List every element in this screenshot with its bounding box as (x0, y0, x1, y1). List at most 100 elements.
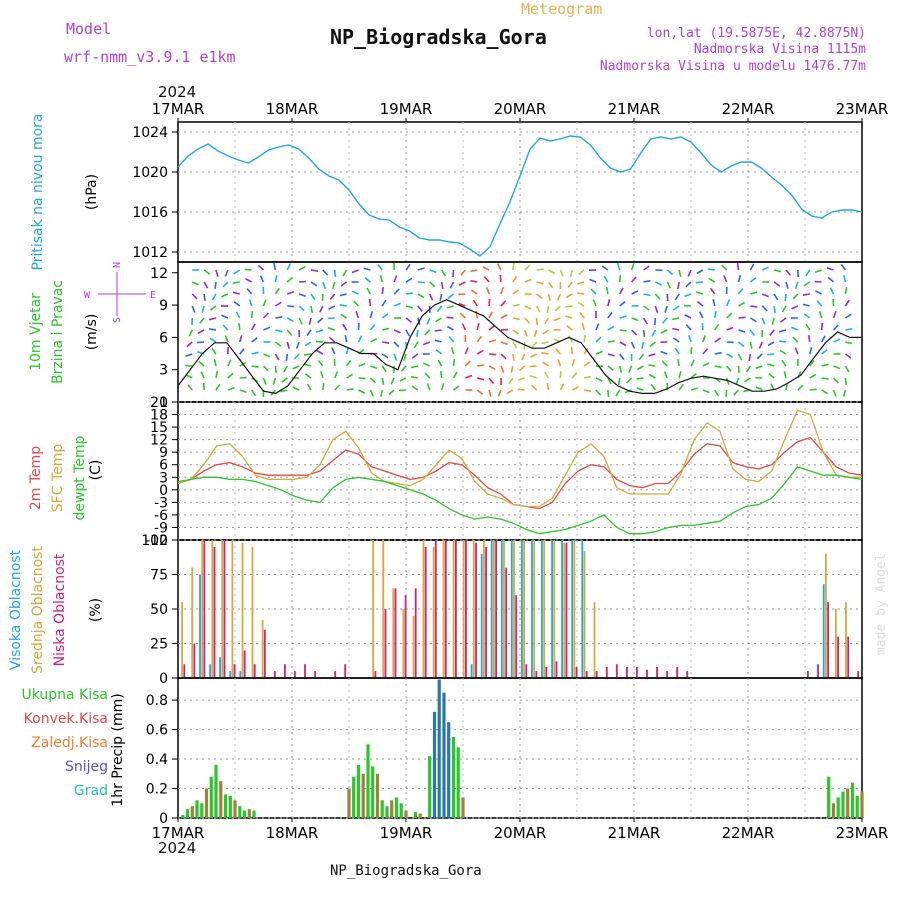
wind-arrow (512, 341, 518, 349)
wind-arrow (211, 293, 217, 301)
wind-arrow (664, 305, 669, 313)
wind-arrow (199, 317, 205, 324)
wind-arrow (488, 365, 496, 371)
wind-arrow (403, 353, 407, 361)
wind-arrow (767, 353, 775, 356)
wind-arrow (641, 341, 645, 349)
wind-arrow (364, 277, 371, 283)
wind-arrow (631, 276, 637, 283)
wind-arrow (411, 385, 419, 391)
wind-arrow (298, 266, 306, 271)
wind-arrow (780, 317, 787, 323)
wind-arrow (388, 389, 395, 396)
temp-2m-label: 2m Temp (28, 446, 44, 510)
x-tick-label-bottom: 22MAR (722, 824, 775, 842)
wind-arrow (546, 382, 550, 391)
wind-arrow (792, 293, 799, 300)
wind-arrow (617, 377, 621, 386)
wind-arrow (512, 317, 520, 321)
wind-arrow (262, 377, 267, 385)
x-tick-label-top: 21MAR (608, 100, 661, 118)
wind-arrow (655, 281, 663, 286)
cloud-bar-2 (666, 671, 668, 678)
precip-ytick-label: 0.2 (146, 782, 168, 798)
wind-arrow (779, 349, 787, 355)
precip-legend-4: Grad (74, 783, 108, 799)
wind-arrow (821, 349, 828, 355)
wind-arrow (222, 324, 229, 331)
wind-arrow (737, 365, 740, 374)
wind-arrow (320, 371, 324, 379)
wind-arrow (232, 291, 240, 295)
wind-arrow (393, 341, 400, 348)
cloud-high-label: Visoka Oblacnost (8, 549, 24, 670)
wind-arrow (809, 360, 815, 367)
wind-arrow (239, 389, 247, 393)
compass-west: W (84, 290, 91, 301)
cloud-bar-2 (344, 664, 347, 678)
cloud-bar-2 (636, 667, 638, 678)
cloud-bar-1 (835, 609, 837, 678)
wind-arrow (738, 301, 745, 307)
x-tick-label-bottom: 19MAR (380, 824, 433, 842)
wind-arrow (533, 329, 538, 337)
wind-arrow (440, 383, 445, 391)
wind-arrow (382, 327, 390, 331)
wind-arrow (280, 389, 288, 393)
wind-arrow (607, 299, 611, 307)
wind-arrow (251, 365, 259, 368)
wind-arrow (708, 277, 716, 283)
cloud-bar-1 (493, 540, 495, 678)
wind-ytick-label: 3 (159, 363, 168, 379)
wind-arrow (556, 293, 562, 301)
cloud-bar-1 (583, 551, 586, 678)
cloud-bar-2 (434, 540, 437, 678)
cloud-bar-2 (686, 671, 689, 678)
wind-arrow (250, 323, 256, 331)
cloud-bar-2 (525, 664, 528, 678)
wind-arrow (672, 317, 680, 321)
wind-arrow (417, 305, 423, 312)
wind-arrow (690, 372, 697, 379)
wind-arrow (446, 316, 454, 319)
wind-arrow (654, 317, 657, 326)
wind-arrow (595, 389, 602, 396)
cloud-bar-0 (209, 664, 211, 678)
wind-arrow (785, 281, 789, 289)
wind-arrow (366, 287, 372, 295)
wind-arrow (725, 389, 728, 398)
wind-arrow (512, 275, 518, 283)
wind-arrow (262, 312, 269, 319)
wind-arrow (643, 305, 650, 311)
wind-arrow (353, 300, 360, 307)
wind-arrow (448, 336, 455, 343)
precip-bar (394, 797, 399, 818)
wind-arrow (328, 336, 336, 343)
wind-arrow (214, 281, 217, 290)
wind-arrow (840, 263, 847, 271)
precip-ytick-label: 0.8 (146, 693, 168, 709)
cloud-bar-2 (243, 650, 246, 678)
wind-arrow (292, 386, 300, 391)
wind-arrow (544, 317, 550, 325)
wind-arrow (844, 299, 850, 307)
wind-arrow (773, 293, 779, 301)
wind-arrow (791, 326, 799, 331)
wind-arrow (429, 293, 434, 301)
wind-arrow (310, 305, 314, 314)
x-tick-label-top: 20MAR (494, 100, 547, 118)
wind-arrow (672, 337, 680, 343)
wind-arrow (381, 353, 389, 359)
precip-bar (371, 766, 375, 818)
cloud-unit-label: (%) (88, 598, 104, 622)
wind-unit-label: (m/s) (84, 314, 100, 351)
wind-arrow (583, 389, 592, 393)
wind-arrow (185, 353, 193, 358)
wind-arrow (393, 302, 401, 307)
wind-arrow (815, 290, 822, 295)
wind-arrow (520, 353, 526, 361)
wind-arrow (476, 389, 484, 395)
temp-series-line-2 (177, 466, 863, 535)
